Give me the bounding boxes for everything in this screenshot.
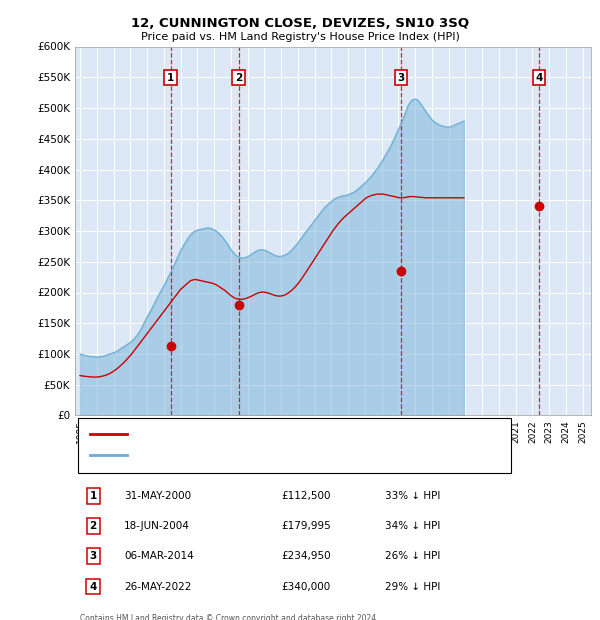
Text: 12, CUNNINGTON CLOSE, DEVIZES, SN10 3SQ (detached house): 12, CUNNINGTON CLOSE, DEVIZES, SN10 3SQ … bbox=[132, 430, 435, 438]
Text: 4: 4 bbox=[535, 73, 543, 83]
Text: Contains HM Land Registry data © Crown copyright and database right 2024.
This d: Contains HM Land Registry data © Crown c… bbox=[80, 614, 379, 620]
Text: 33% ↓ HPI: 33% ↓ HPI bbox=[385, 491, 440, 501]
Text: £179,995: £179,995 bbox=[281, 521, 331, 531]
Text: Price paid vs. HM Land Registry's House Price Index (HPI): Price paid vs. HM Land Registry's House … bbox=[140, 32, 460, 42]
Text: 2: 2 bbox=[235, 73, 242, 83]
Text: 1: 1 bbox=[89, 491, 97, 501]
Text: 2: 2 bbox=[89, 521, 97, 531]
Text: 31-MAY-2000: 31-MAY-2000 bbox=[124, 491, 191, 501]
Text: 4: 4 bbox=[89, 582, 97, 591]
Text: HPI: Average price, detached house, Wiltshire: HPI: Average price, detached house, Wilt… bbox=[132, 451, 349, 460]
Text: £340,000: £340,000 bbox=[281, 582, 331, 591]
Text: 3: 3 bbox=[89, 551, 97, 561]
Text: 1: 1 bbox=[167, 73, 174, 83]
Text: £112,500: £112,500 bbox=[281, 491, 331, 501]
Text: 26% ↓ HPI: 26% ↓ HPI bbox=[385, 551, 440, 561]
Text: 06-MAR-2014: 06-MAR-2014 bbox=[124, 551, 194, 561]
Text: 12, CUNNINGTON CLOSE, DEVIZES, SN10 3SQ: 12, CUNNINGTON CLOSE, DEVIZES, SN10 3SQ bbox=[131, 17, 469, 30]
Text: 3: 3 bbox=[398, 73, 405, 83]
Text: £234,950: £234,950 bbox=[281, 551, 331, 561]
Text: 29% ↓ HPI: 29% ↓ HPI bbox=[385, 582, 440, 591]
FancyBboxPatch shape bbox=[77, 418, 511, 473]
Text: 18-JUN-2004: 18-JUN-2004 bbox=[124, 521, 190, 531]
Text: 34% ↓ HPI: 34% ↓ HPI bbox=[385, 521, 440, 531]
Text: 26-MAY-2022: 26-MAY-2022 bbox=[124, 582, 191, 591]
